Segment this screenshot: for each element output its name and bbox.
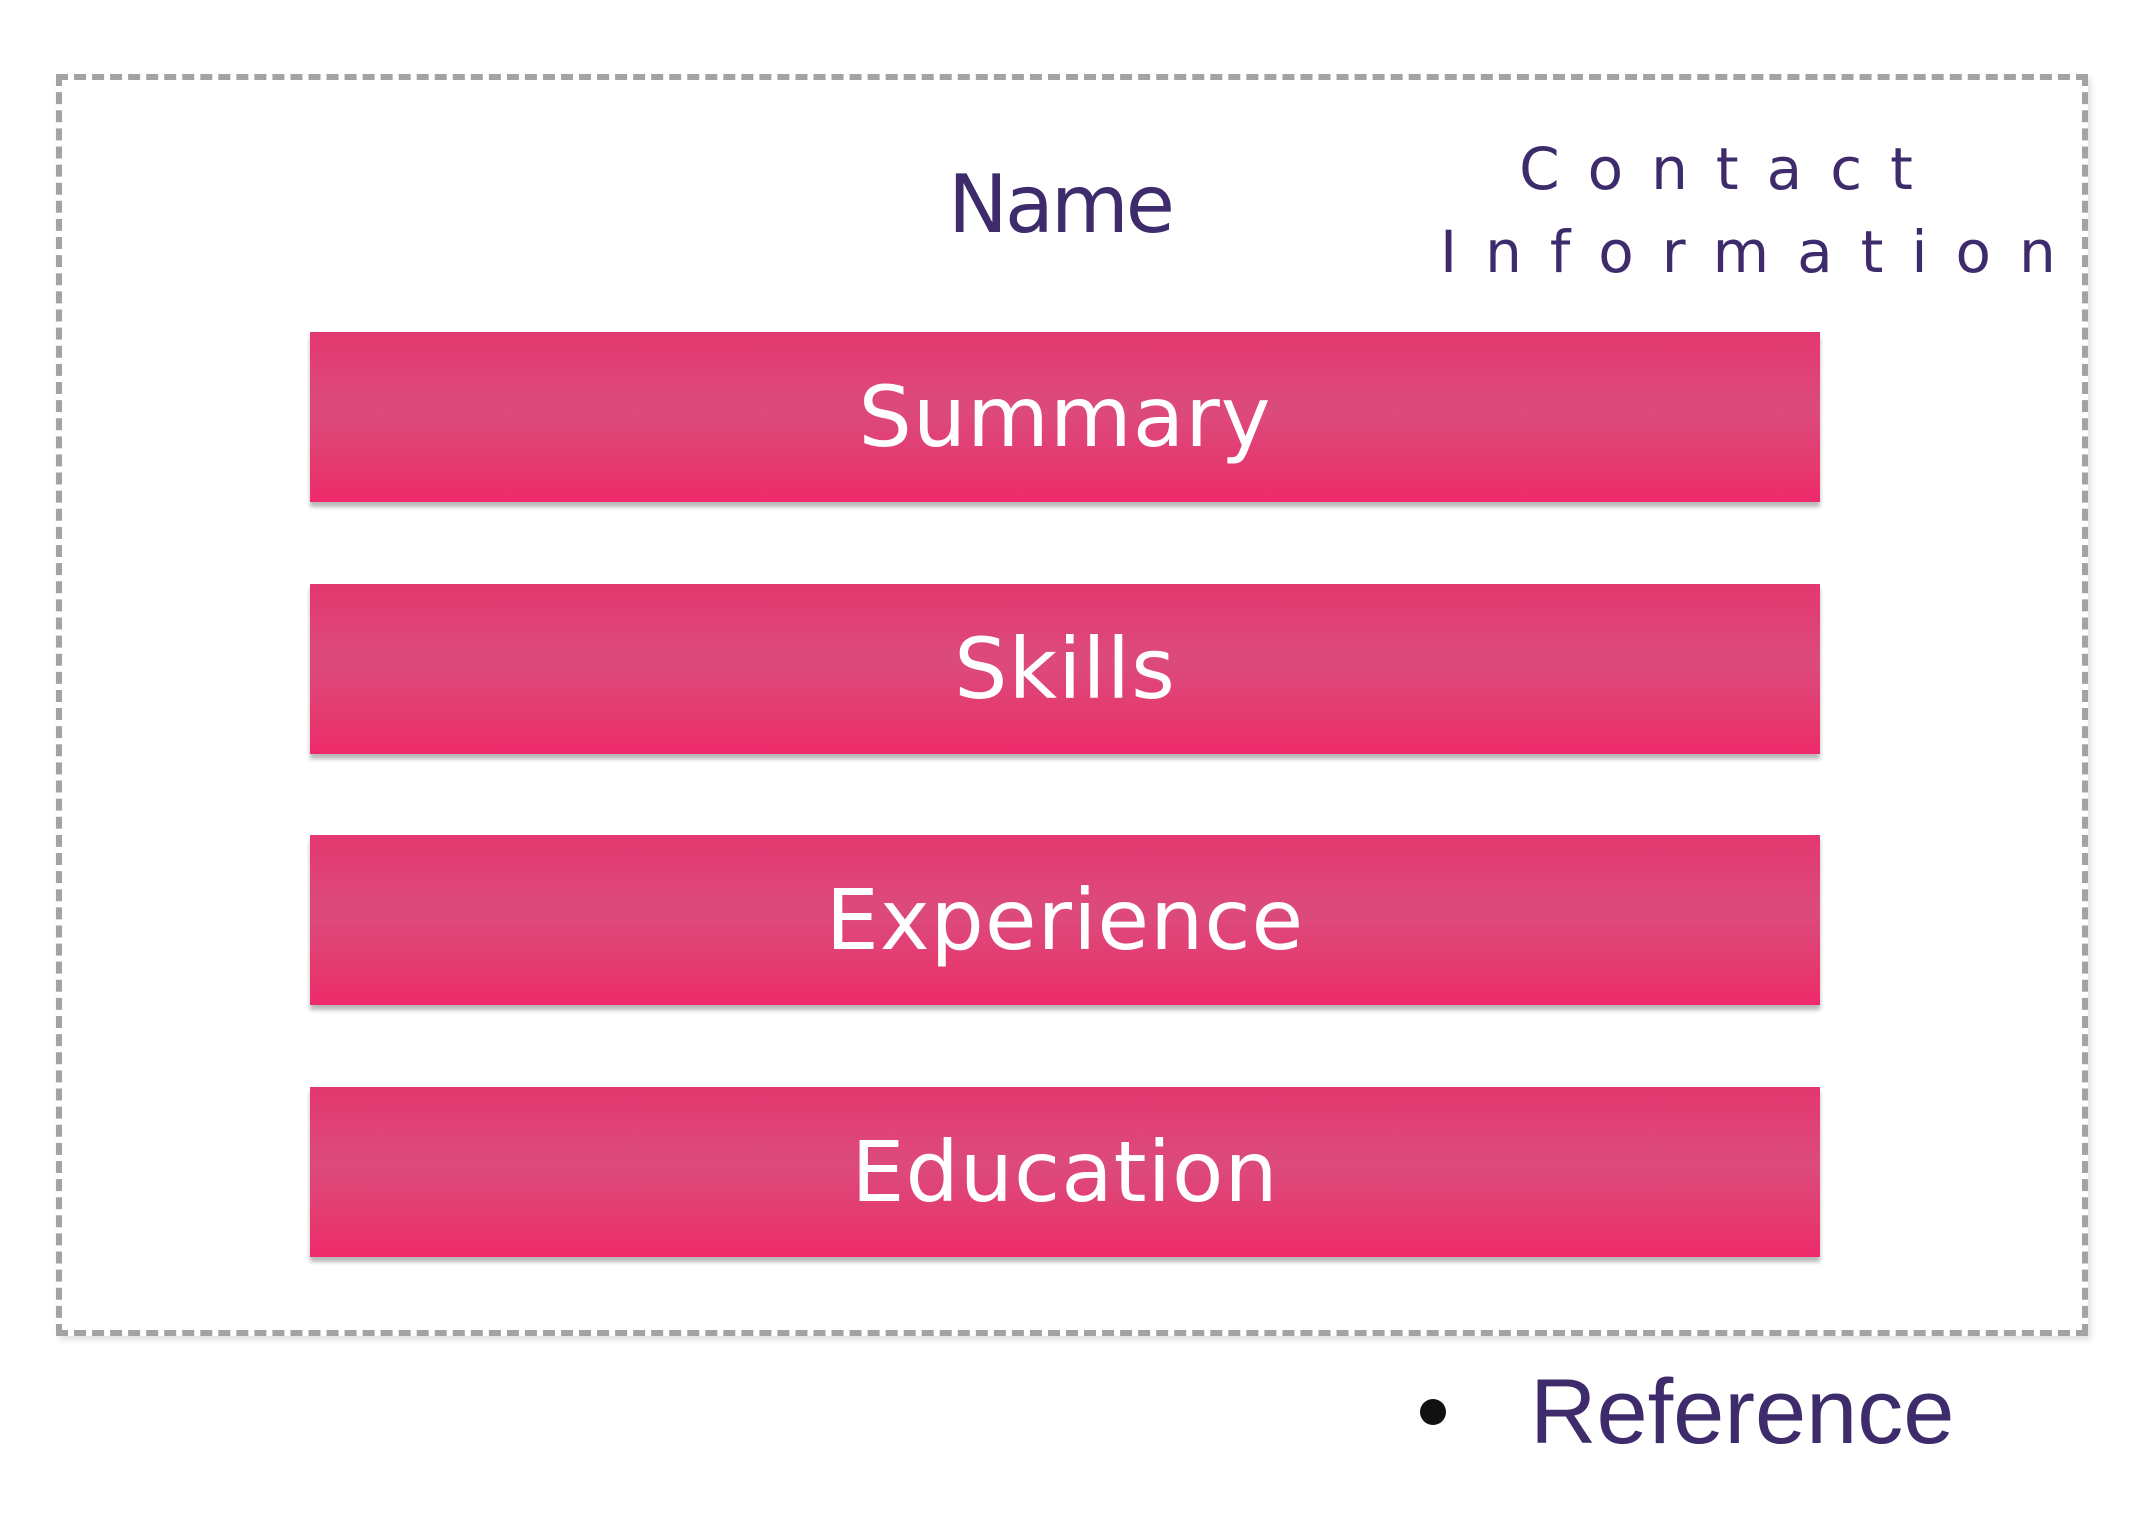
section-summary-label: Summary: [858, 368, 1272, 466]
section-summary: Summary: [310, 332, 1820, 502]
section-education: Education: [310, 1087, 1820, 1257]
section-skills-label: Skills: [954, 620, 1176, 718]
reference-label: Reference: [1530, 1360, 1955, 1463]
section-experience: Experience: [310, 835, 1820, 1005]
resume-outline-frame: [56, 74, 2088, 1336]
reference-bullet-item: Reference: [1420, 1352, 1954, 1472]
name-heading: Name: [947, 158, 1175, 251]
bullet-icon: [1420, 1399, 1446, 1425]
section-skills: Skills: [310, 584, 1820, 754]
contact-information-heading: Contact Information: [1440, 135, 2084, 286]
section-education-label: Education: [851, 1123, 1279, 1221]
section-experience-label: Experience: [825, 871, 1305, 969]
